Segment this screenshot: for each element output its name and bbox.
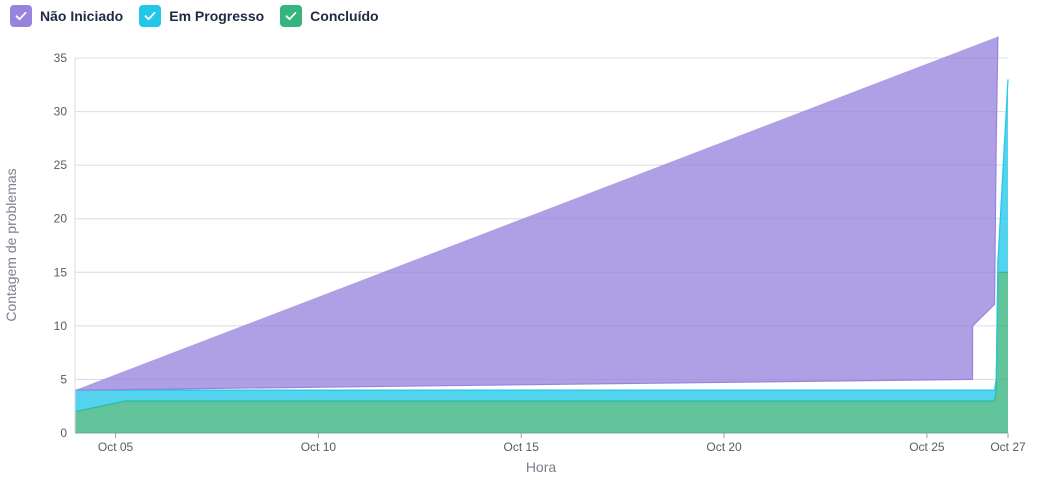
x-tick-label: Oct 10 bbox=[301, 440, 337, 454]
axes: 0 5 10 15 20 25 30 35 Oct 05 Oct 10 Oct 15 Oct 20 Oc… bbox=[54, 51, 1026, 454]
y-tick-label: 25 bbox=[54, 158, 68, 172]
legend-item-concluido[interactable]: Concluído bbox=[280, 5, 379, 27]
x-axis-title: Hora bbox=[526, 459, 557, 475]
legend-item-em-progresso[interactable]: Em Progresso bbox=[139, 5, 264, 27]
y-tick-label: 10 bbox=[54, 319, 68, 333]
x-tick-label: Oct 05 bbox=[98, 440, 134, 454]
y-tick-label: 20 bbox=[54, 212, 68, 226]
y-tick-label: 5 bbox=[60, 372, 67, 386]
y-tick-label: 30 bbox=[54, 105, 68, 119]
y-tick-label: 35 bbox=[54, 51, 68, 65]
area-series bbox=[74, 36, 1009, 433]
legend-label: Não Iniciado bbox=[40, 8, 124, 24]
check-icon bbox=[10, 5, 32, 27]
legend-item-nao-iniciado[interactable]: Não Iniciado bbox=[10, 5, 123, 27]
area-conclu-do bbox=[75, 272, 1008, 433]
x-tick-label: Oct 15 bbox=[504, 440, 540, 454]
area-n-o-iniciado bbox=[75, 36, 998, 391]
x-tick-label: Oct 27 bbox=[990, 440, 1026, 454]
legend-label: Em Progresso bbox=[169, 8, 265, 24]
check-icon bbox=[280, 5, 303, 27]
y-axis-title: Contagem de problemas bbox=[3, 168, 19, 321]
chart-legend: Não Iniciado Em Progresso Concluído bbox=[10, 5, 379, 27]
y-tick-label: 0 bbox=[60, 426, 67, 440]
x-tick-label: Oct 20 bbox=[706, 440, 742, 454]
x-tick-label: Oct 25 bbox=[909, 440, 945, 454]
y-tick-label: 15 bbox=[54, 265, 68, 279]
line-n-o-iniciado bbox=[74, 36, 999, 391]
check-icon bbox=[139, 5, 162, 27]
legend-label: Concluído bbox=[310, 8, 379, 24]
